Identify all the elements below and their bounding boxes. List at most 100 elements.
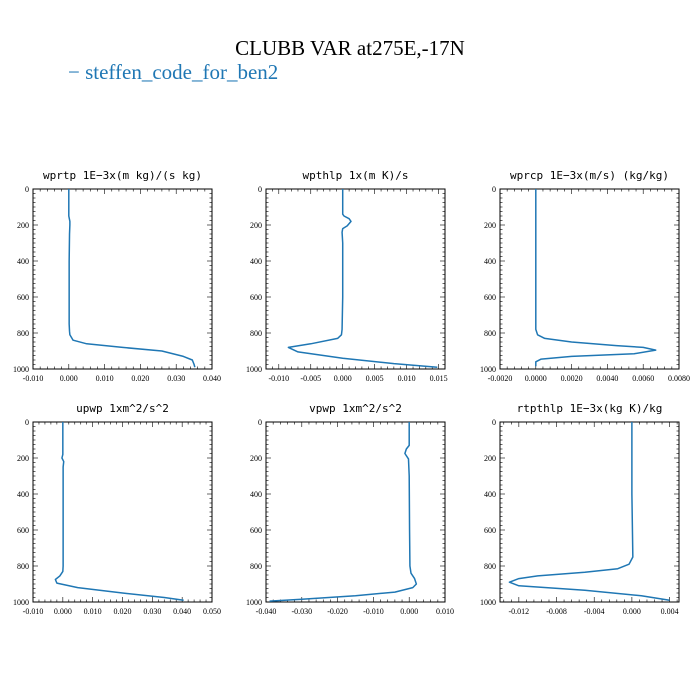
y-tick-label: 200: [17, 454, 29, 463]
y-tick-label: 400: [250, 490, 262, 499]
y-tick-label: 0: [492, 185, 496, 194]
plot-frame: [499, 188, 680, 370]
series-line: [535, 189, 657, 367]
y-tick-label: 400: [17, 490, 29, 499]
y-tick-label: 800: [250, 562, 262, 571]
y-tick-label: 0: [492, 418, 496, 427]
y-tick-label: 600: [17, 526, 29, 535]
x-tick-label: -0.010: [23, 374, 44, 383]
plot-frame: [499, 421, 680, 603]
x-tick-label: 0.020: [114, 607, 132, 616]
y-tick-label: 1000: [246, 365, 262, 374]
y-tick-label: 600: [17, 293, 29, 302]
x-tick-label: -0.012: [509, 607, 530, 616]
series-line: [508, 422, 670, 601]
x-tick-label: 0.030: [143, 607, 161, 616]
y-tick-label: 600: [484, 293, 496, 302]
y-tick-label: 1000: [480, 598, 496, 607]
x-tick-label: 0.000: [623, 607, 641, 616]
y-tick-label: 800: [484, 562, 496, 571]
y-tick-label: 400: [484, 490, 496, 499]
y-tick-label: 800: [17, 562, 29, 571]
y-tick-label: 0: [25, 185, 29, 194]
panel-title: rtpthlp 1E−3x(kg K)/kg: [517, 402, 663, 415]
x-tick-label: 0.0040: [596, 374, 618, 383]
y-tick-label: 600: [250, 526, 262, 535]
x-tick-label: -0.0020: [488, 374, 513, 383]
chart-panel: vpwp 1xm^2/s^2 0 200 400 600 800 1000-0.040 -0.…: [246, 402, 454, 616]
chart-panel: wpthlp 1x(m K)/s 0 200 400 600 800 1000 -0.010 -…: [246, 169, 448, 383]
panel-title: wpthlp 1x(m K)/s: [303, 169, 409, 182]
x-tick-label: 0.0020: [561, 374, 583, 383]
x-tick-label: -0.020: [327, 607, 348, 616]
chart-panel: wprcp 1E−3x(m/s) (kg/kg) 0 200 400 600 800 100…: [480, 169, 690, 383]
y-tick-label: 200: [484, 454, 496, 463]
legend-line-swatch: −: [68, 60, 80, 84]
x-tick-label: 0.0060: [632, 374, 654, 383]
y-tick-label: 200: [484, 221, 496, 230]
x-tick-label: 0.000: [400, 607, 418, 616]
y-tick-label: 0: [258, 185, 262, 194]
y-tick-label: 200: [250, 221, 262, 230]
x-tick-label: -0.008: [546, 607, 567, 616]
chart-panel: wprtp 1E−3x(m kg)/(s kg) 0 200 400 600 800 100…: [13, 169, 221, 383]
x-tick-label: -0.040: [256, 607, 277, 616]
x-tick-label: 0.005: [366, 374, 384, 383]
panel-title: wprcp 1E−3x(m/s) (kg/kg): [510, 169, 669, 182]
chart-panel: upwp 1xm^2/s^2 0 200 400 600 800 1000-0.010 0.0…: [13, 402, 221, 616]
x-tick-label: 0.015: [430, 374, 448, 383]
y-tick-label: 600: [250, 293, 262, 302]
y-tick-label: 600: [484, 526, 496, 535]
x-tick-label: 0.000: [334, 374, 352, 383]
x-tick-label: 0.0080: [668, 374, 690, 383]
panel-title: upwp 1xm^2/s^2: [76, 402, 169, 415]
x-tick-label: -0.005: [300, 374, 321, 383]
x-tick-label: -0.010: [268, 374, 289, 383]
x-tick-label: 0.004: [661, 607, 679, 616]
series-line: [68, 189, 196, 368]
y-tick-label: 800: [484, 329, 496, 338]
plot-frame: [265, 421, 446, 603]
y-tick-label: 800: [17, 329, 29, 338]
x-tick-label: 0.050: [203, 607, 221, 616]
x-tick-label: 0.020: [131, 374, 149, 383]
legend-label: steffen_code_for_ben2: [85, 60, 279, 84]
y-tick-label: 0: [258, 418, 262, 427]
figure-title: CLUBB VAR at275E,-17N: [235, 36, 465, 60]
x-tick-label: 0.000: [60, 374, 78, 383]
series-line: [54, 422, 184, 601]
y-tick-label: 400: [250, 257, 262, 266]
x-tick-label: 0.040: [203, 374, 221, 383]
y-tick-label: 400: [484, 257, 496, 266]
x-tick-label: -0.004: [584, 607, 605, 616]
x-tick-label: -0.010: [363, 607, 384, 616]
x-tick-label: -0.030: [291, 607, 312, 616]
y-tick-label: 1000: [246, 598, 262, 607]
x-tick-label: 0.010: [436, 607, 454, 616]
x-tick-label: 0.0000: [525, 374, 547, 383]
y-tick-label: 200: [17, 221, 29, 230]
y-tick-label: 0: [25, 418, 29, 427]
x-tick-label: 0.010: [96, 374, 114, 383]
y-tick-label: 200: [250, 454, 262, 463]
x-tick-label: 0.010: [398, 374, 416, 383]
x-tick-label: -0.010: [23, 607, 44, 616]
y-tick-label: 1000: [13, 365, 29, 374]
y-tick-label: 1000: [480, 365, 496, 374]
panel-title: vpwp 1xm^2/s^2: [309, 402, 402, 415]
x-tick-label: 0.000: [54, 607, 72, 616]
x-tick-label: 0.010: [84, 607, 102, 616]
legend: − steffen_code_for_ben2: [68, 60, 278, 85]
panel-title: wprtp 1E−3x(m kg)/(s kg): [43, 169, 202, 182]
plot-frame: [265, 188, 446, 370]
x-tick-label: 0.040: [173, 607, 191, 616]
series-line: [287, 189, 438, 368]
x-tick-label: 0.030: [167, 374, 185, 383]
plot-frame: [32, 188, 213, 370]
y-tick-label: 1000: [13, 598, 29, 607]
series-line: [269, 422, 418, 602]
chart-panel: rtpthlp 1E−3x(kg K)/kg 0 200 400 600 800 1000 -…: [480, 402, 680, 616]
y-tick-label: 800: [250, 329, 262, 338]
y-tick-label: 400: [17, 257, 29, 266]
